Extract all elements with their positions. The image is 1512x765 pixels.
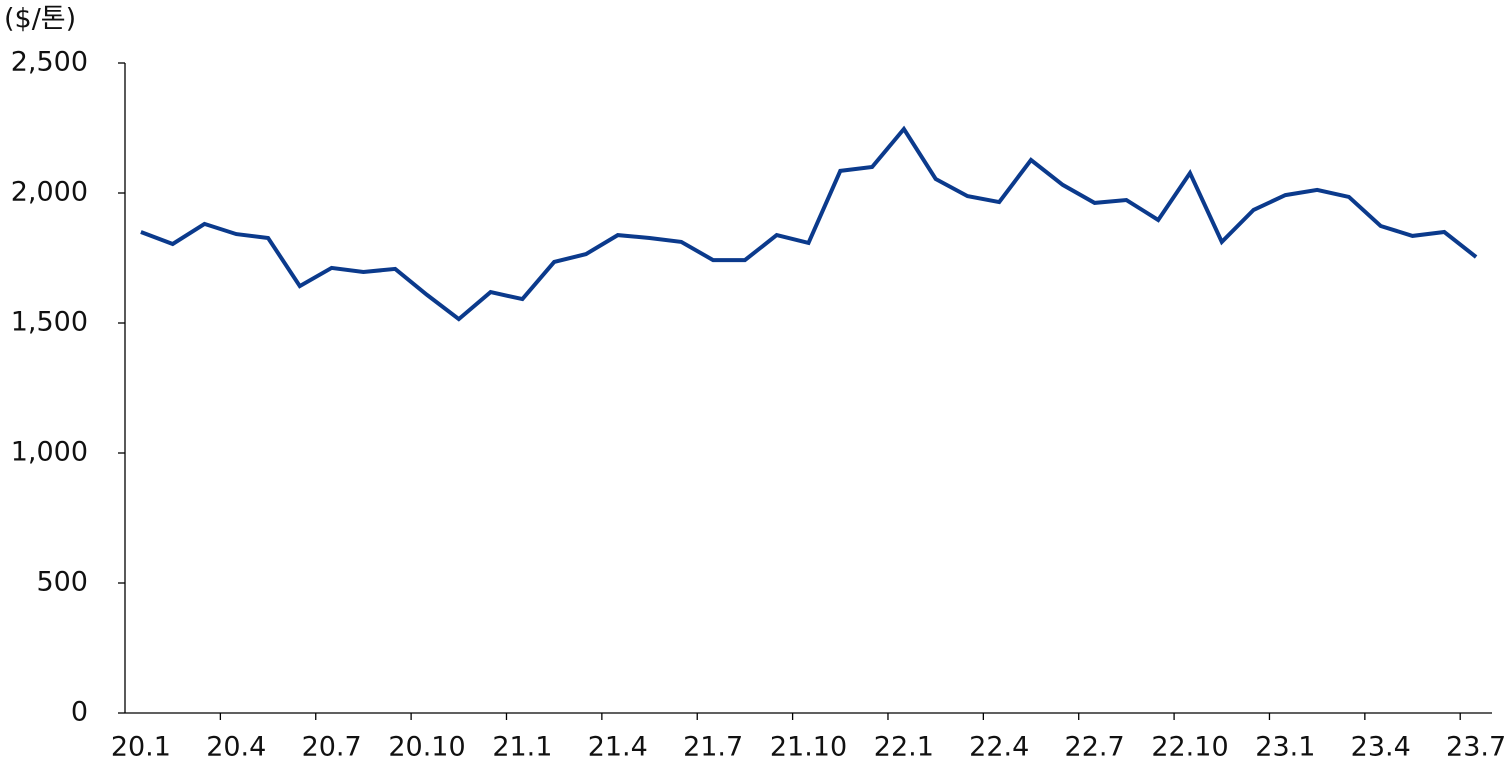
y-tick-label: 1,500 <box>11 307 88 338</box>
y-tick-label: 1,000 <box>11 437 88 468</box>
x-tick-label: 23.7 <box>1446 732 1506 763</box>
x-tick-label: 22.1 <box>874 732 934 763</box>
x-tick-label: 22.10 <box>1151 732 1228 763</box>
x-tick-label: 21.1 <box>492 732 552 763</box>
line-series <box>140 125 1478 322</box>
x-tick-label: 21.7 <box>683 732 743 763</box>
y-tick-label: 2,000 <box>11 177 88 208</box>
x-tick-label: 21.4 <box>588 732 648 763</box>
x-tick-label: 22.4 <box>969 732 1029 763</box>
x-tick-label: 20.4 <box>206 732 266 763</box>
y-tick-label: 0 <box>71 697 88 728</box>
x-tick-label: 23.4 <box>1351 732 1411 763</box>
x-tick-label: 20.1 <box>111 732 171 763</box>
y-tick-label: 2,500 <box>11 47 88 78</box>
x-tick-label: 20.10 <box>388 732 465 763</box>
x-tick-label: 21.10 <box>770 732 847 763</box>
y-axis-label: ($/톤) <box>4 4 76 35</box>
x-tick-label: 22.7 <box>1065 732 1125 763</box>
x-tick-label: 23.1 <box>1255 732 1315 763</box>
y-tick-label: 500 <box>36 567 88 598</box>
x-tick-label: 20.7 <box>302 732 362 763</box>
